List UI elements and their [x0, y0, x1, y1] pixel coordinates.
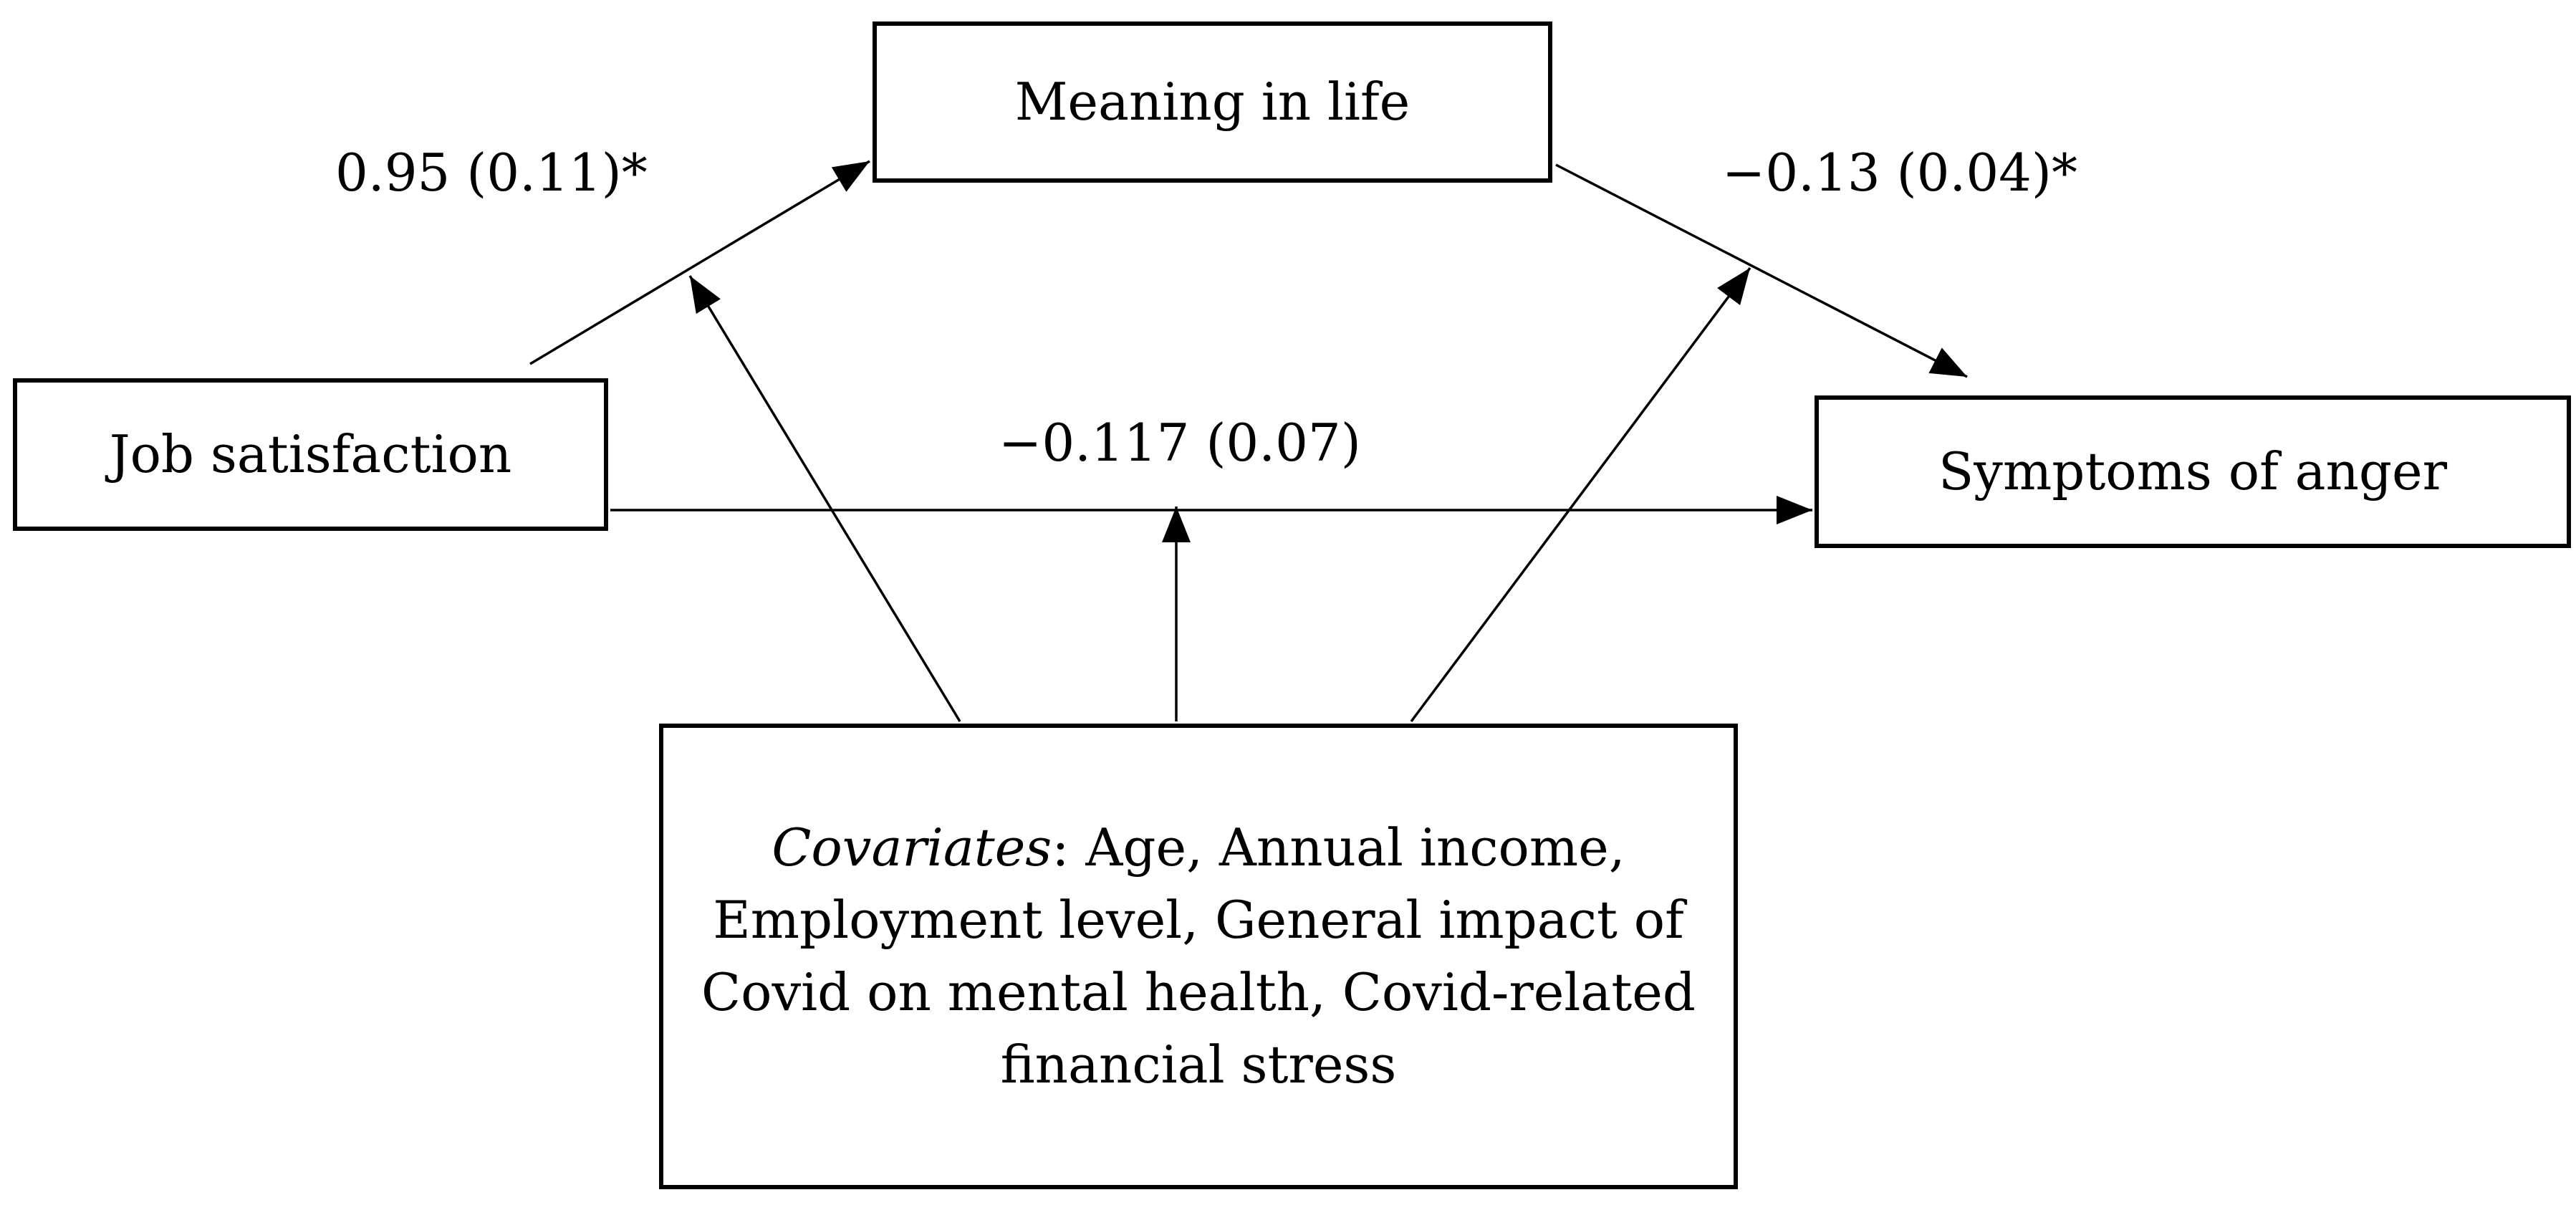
- job-satisfaction-label: Job satisfaction: [109, 424, 512, 485]
- job-satisfaction-box: Job satisfaction: [13, 378, 608, 531]
- meaning-in-life-label: Meaning in life: [1014, 72, 1410, 133]
- symptoms-of-anger-label: Symptoms of anger: [1938, 441, 2448, 502]
- b-path-coefficient: −0.13 (0.04)*: [1722, 143, 2078, 203]
- covariates-heading: Covariates: [772, 817, 1052, 878]
- arrow-covariates-to-b-path: [1410, 267, 1751, 723]
- symptoms-of-anger-box: Symptoms of anger: [1815, 395, 2571, 548]
- arrow-job-to-meaning: [529, 160, 870, 365]
- c-path-coefficient: −0.117 (0.07): [999, 413, 1361, 473]
- covariates-box: Covariates: Age, Annual income, Employme…: [659, 724, 1738, 1189]
- arrow-meaning-to-anger: [1555, 163, 1968, 378]
- covariates-list: : Age, Annual income, Employment level, …: [701, 817, 1696, 1095]
- arrow-covariates-to-a-path: [688, 275, 961, 722]
- a-path-coefficient: 0.95 (0.11)*: [335, 143, 648, 203]
- covariates-text: Covariates: Age, Annual income, Employme…: [692, 812, 1705, 1100]
- meaning-in-life-box: Meaning in life: [873, 21, 1552, 183]
